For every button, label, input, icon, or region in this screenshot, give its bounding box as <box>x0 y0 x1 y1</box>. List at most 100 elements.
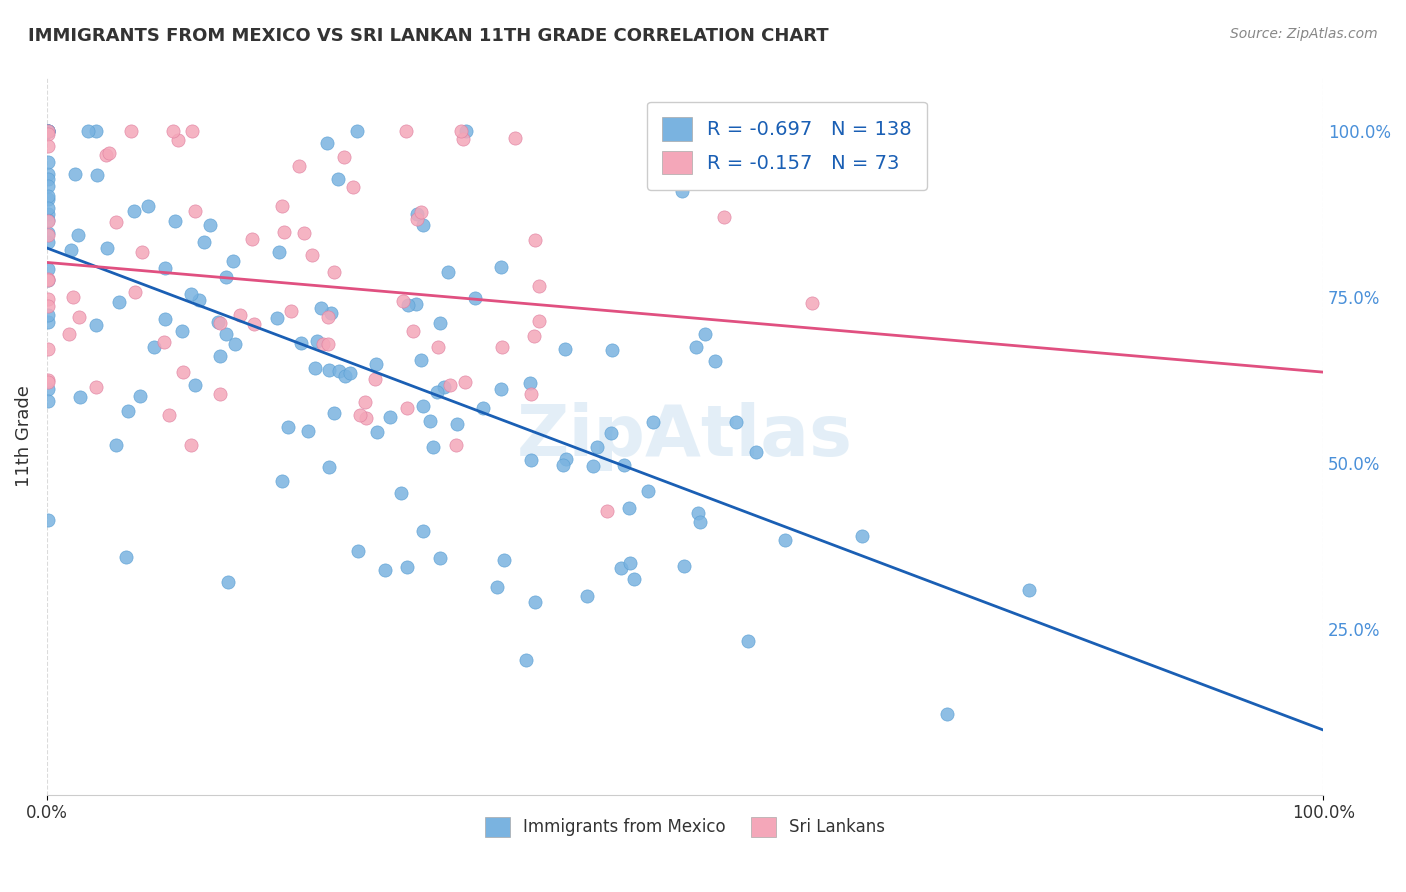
Point <box>554 343 576 357</box>
Point <box>453 376 475 390</box>
Point <box>280 303 302 318</box>
Point <box>641 415 664 429</box>
Point <box>37 272 59 286</box>
Point <box>37 124 59 138</box>
Point <box>354 395 377 409</box>
Point <box>37 192 59 206</box>
Point <box>193 235 215 250</box>
Point <box>94 148 117 162</box>
Point <box>170 324 193 338</box>
Point <box>637 483 659 498</box>
Point <box>76 124 98 138</box>
Point <box>128 389 150 403</box>
Point <box>37 299 59 313</box>
Point <box>153 311 176 326</box>
Point <box>37 124 59 138</box>
Point <box>318 337 340 351</box>
Point <box>576 589 599 603</box>
Point <box>37 513 59 527</box>
Text: ZipAtlas: ZipAtlas <box>517 401 853 471</box>
Point <box>437 265 460 279</box>
Point <box>86 168 108 182</box>
Point <box>138 199 160 213</box>
Point <box>464 291 486 305</box>
Point <box>37 292 59 306</box>
Point <box>582 459 605 474</box>
Point <box>346 124 368 138</box>
Point <box>37 167 59 181</box>
Point <box>180 438 202 452</box>
Point <box>686 506 709 520</box>
Point <box>124 203 146 218</box>
Point <box>37 235 59 249</box>
Point <box>489 382 512 396</box>
Point <box>304 361 326 376</box>
Point <box>395 124 418 138</box>
Point <box>405 297 427 311</box>
Point <box>37 273 59 287</box>
Point <box>685 340 707 354</box>
Point <box>60 243 83 257</box>
Point <box>492 553 515 567</box>
Point <box>429 550 451 565</box>
Point <box>406 211 429 226</box>
Point <box>599 426 621 441</box>
Point <box>602 343 624 357</box>
Point <box>617 501 640 516</box>
Point <box>524 233 547 247</box>
Point <box>429 317 451 331</box>
Point <box>157 409 180 423</box>
Point <box>378 409 401 424</box>
Point <box>364 372 387 386</box>
Point <box>37 227 59 242</box>
Point <box>486 580 509 594</box>
Point <box>412 524 434 538</box>
Point <box>37 382 59 396</box>
Point <box>221 254 243 268</box>
Point <box>105 438 128 452</box>
Point <box>354 410 377 425</box>
Point <box>167 133 190 147</box>
Point <box>527 314 550 328</box>
Point <box>37 262 59 277</box>
Point <box>37 207 59 221</box>
Point <box>349 408 371 422</box>
Legend: Immigrants from Mexico, Sri Lankans: Immigrants from Mexico, Sri Lankans <box>478 810 891 844</box>
Point <box>266 311 288 326</box>
Point <box>37 178 59 193</box>
Point <box>346 544 368 558</box>
Point <box>208 316 231 330</box>
Point <box>37 393 59 408</box>
Point <box>318 460 340 475</box>
Point <box>453 132 475 146</box>
Point <box>689 516 711 530</box>
Point <box>704 354 727 368</box>
Point <box>725 415 748 429</box>
Point <box>412 399 434 413</box>
Point <box>773 533 796 547</box>
Point <box>553 458 575 473</box>
Point <box>152 335 174 350</box>
Point <box>671 184 693 198</box>
Point <box>187 293 209 308</box>
Point <box>323 265 346 279</box>
Point <box>412 218 434 232</box>
Point <box>585 440 607 454</box>
Point <box>419 414 441 428</box>
Point <box>37 124 59 138</box>
Point <box>405 207 427 221</box>
Point <box>389 485 412 500</box>
Point <box>207 316 229 330</box>
Text: IMMIGRANTS FROM MEXICO VS SRI LANKAN 11TH GRADE CORRELATION CHART: IMMIGRANTS FROM MEXICO VS SRI LANKAN 11T… <box>28 27 828 45</box>
Point <box>609 561 631 575</box>
Point <box>695 327 717 342</box>
Point <box>200 219 222 233</box>
Point <box>37 373 59 387</box>
Point <box>153 260 176 275</box>
Point <box>287 159 309 173</box>
Point <box>172 365 194 379</box>
Point <box>162 124 184 138</box>
Point <box>66 228 89 243</box>
Point <box>426 385 449 400</box>
Point <box>333 150 356 164</box>
